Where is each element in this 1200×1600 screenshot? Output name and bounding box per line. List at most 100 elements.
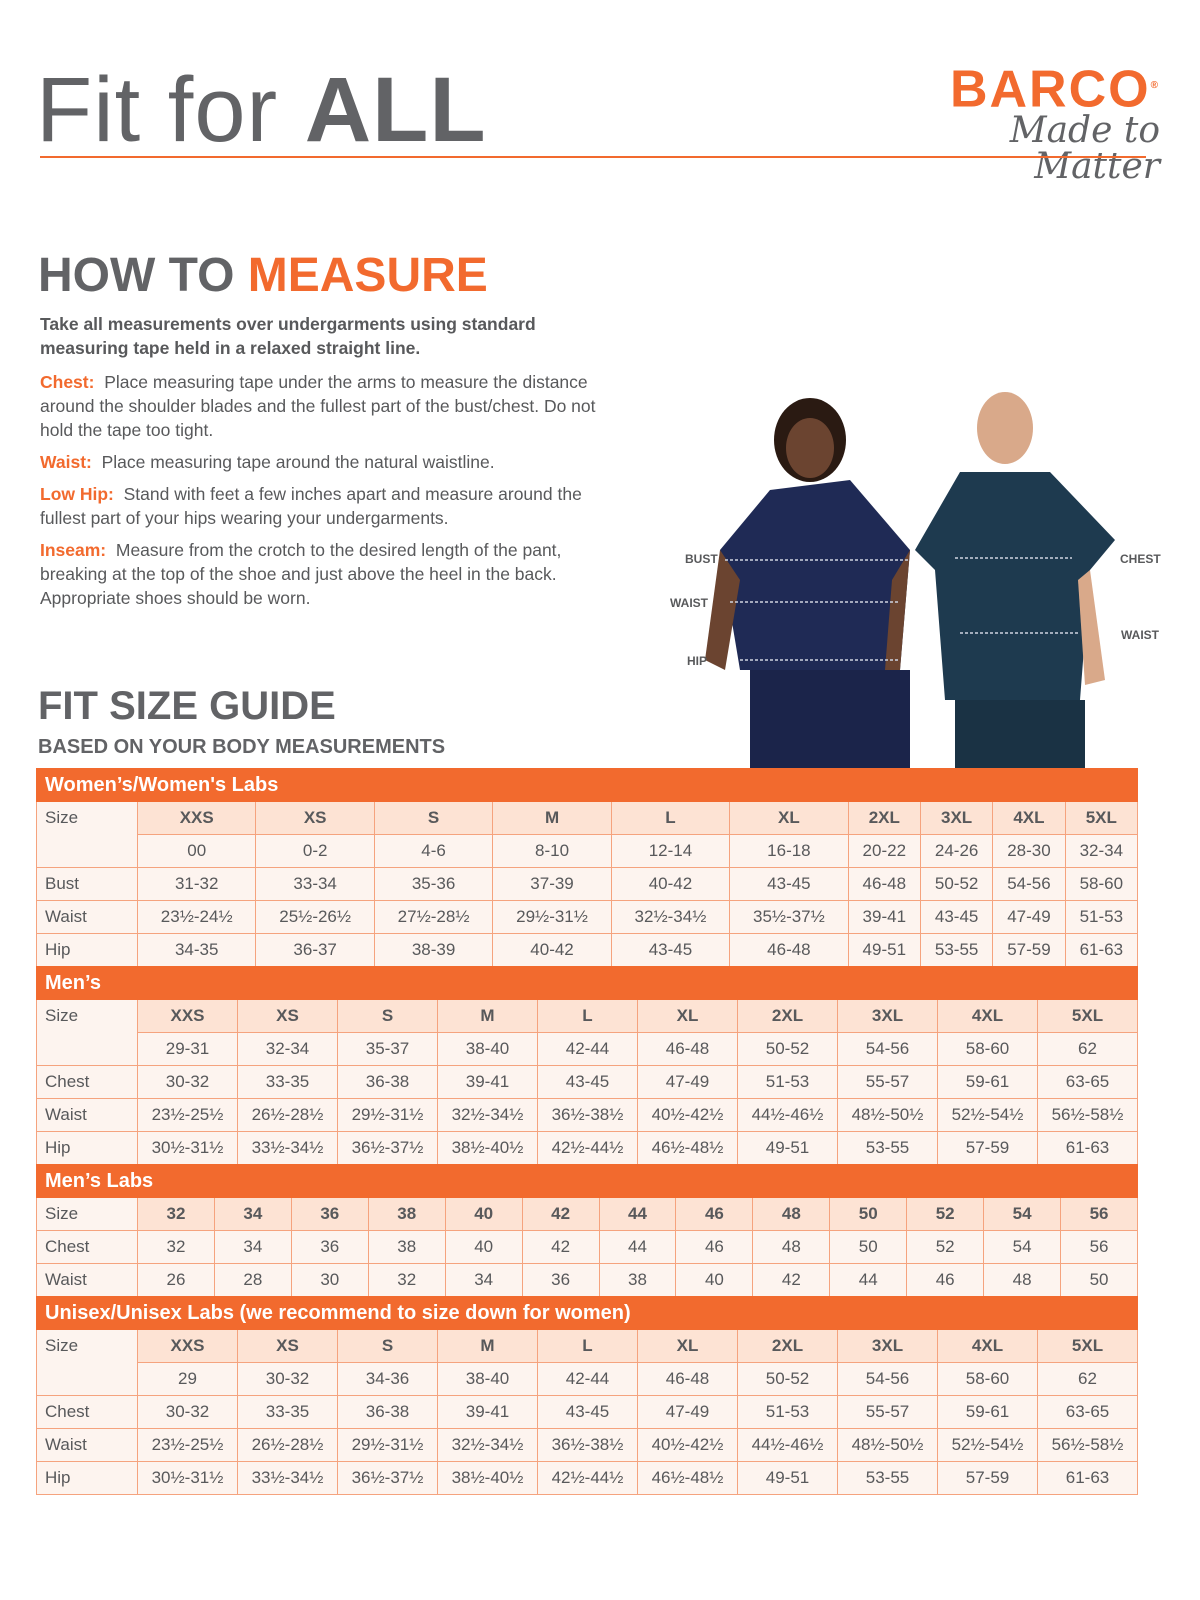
- numeric-size-cell: 8-10: [492, 834, 612, 868]
- value-cell: 38-39: [373, 933, 494, 967]
- value-cell: 50-52: [919, 867, 994, 901]
- row-label: Chest: [36, 1230, 138, 1264]
- value-cell: 43-45: [610, 933, 731, 967]
- value-cell: 32½-34½: [610, 900, 731, 934]
- value-cell: 36½-38½: [537, 1428, 638, 1462]
- value-cell: 32: [367, 1263, 446, 1297]
- value-cell: 49-51: [737, 1131, 838, 1165]
- text: Place measuring tape under the arms to m…: [40, 372, 596, 440]
- size-cell: 46: [675, 1197, 754, 1231]
- value-cell: 57-59: [937, 1131, 1038, 1165]
- table-row: Chest 30-32 33-35 36-38 39-41 43-45 47-49 51-53…: [36, 1395, 1138, 1429]
- value-cell: 48: [983, 1263, 1062, 1297]
- page-title: Fit for ALL: [36, 58, 487, 163]
- row-label: Hip: [36, 933, 138, 967]
- table-title-row: Unisex/Unisex Labs (we recommend to size…: [36, 1296, 1138, 1330]
- table-row: Hip 34-35 36-37 38-39 40-42 43-45 46-48 49-51 53…: [36, 933, 1139, 967]
- value-cell: 26: [137, 1263, 215, 1297]
- value-cell: 46: [906, 1263, 985, 1297]
- numeric-size-cell: 42-44: [537, 1362, 638, 1396]
- value-cell: 23½-25½: [137, 1428, 238, 1462]
- size-cell: 4XL: [992, 801, 1066, 835]
- table-row: Hip 30½-31½ 33½-34½ 36½-37½ 38½-40½ 42½-44½ 46…: [36, 1131, 1138, 1165]
- value-cell: 48½-50½: [837, 1428, 938, 1462]
- value-cell: 50: [829, 1230, 908, 1264]
- value-cell: 39-41: [847, 900, 921, 934]
- row-label: Bust: [36, 867, 138, 901]
- value-cell: 40-42: [610, 867, 731, 901]
- value-cell: 30½-31½: [137, 1461, 238, 1495]
- value-cell: 53-55: [919, 933, 994, 967]
- value-cell: 59-61: [937, 1065, 1038, 1099]
- value-cell: 29½-31½: [337, 1098, 438, 1132]
- size-cell: M: [492, 801, 612, 835]
- value-cell: 44½-46½: [737, 1428, 838, 1462]
- numeric-size-cell: 54-56: [837, 1362, 938, 1396]
- numeric-size-cell: 50-52: [737, 1362, 838, 1396]
- size-cell: XS: [255, 801, 375, 835]
- value-cell: 58-60: [1064, 867, 1139, 901]
- title-bold: ALL: [304, 59, 487, 161]
- value-cell: 55-57: [837, 1065, 938, 1099]
- label: Chest:: [40, 372, 95, 392]
- size-row: Size XXS XS S M L XL 2XL 3XL 4XL 5XL: [36, 999, 1138, 1066]
- size-cell: 32: [137, 1197, 215, 1231]
- value-cell: 46½-48½: [637, 1131, 738, 1165]
- value-cell: 50: [1060, 1263, 1138, 1297]
- value-cell: 38: [367, 1230, 446, 1264]
- value-cell: 54-56: [992, 867, 1066, 901]
- value-cell: 29½-31½: [337, 1428, 438, 1462]
- numeric-size-cell: 34-36: [337, 1362, 438, 1396]
- size-cell: 2XL: [737, 999, 838, 1033]
- measure-low-hip: Low Hip: Stand with feet a few inches ap…: [40, 482, 610, 530]
- value-cell: 33½-34½: [237, 1461, 338, 1495]
- measure-intro: Take all measurements over undergarments…: [40, 314, 536, 358]
- value-cell: 47-49: [637, 1065, 738, 1099]
- size-cell: XL: [729, 801, 849, 835]
- size-cell: 44: [598, 1197, 677, 1231]
- size-row: Size XXS XS S M L XL 2XL 3XL 4XL 5XL: [36, 1329, 1138, 1396]
- numeric-size-row: 29 30-32 34-36 38-40 42-44 46-48 50-52 54-56 58-…: [37, 1362, 1138, 1396]
- fit-size-guide-heading: FIT SIZE GUIDE: [38, 684, 336, 728]
- heading-part: HOW TO: [38, 249, 248, 302]
- size-cell: 5XL: [1064, 801, 1139, 835]
- size-cell: 50: [829, 1197, 908, 1231]
- numeric-size-cell: 46-48: [637, 1362, 738, 1396]
- value-cell: 47-49: [637, 1395, 738, 1429]
- hip-label: HIP: [687, 654, 708, 668]
- barco-logo: BARCO® Made to Matter: [940, 58, 1160, 185]
- value-cell: 36-38: [337, 1395, 438, 1429]
- size-cell: L: [537, 1329, 638, 1363]
- value-cell: 23½-25½: [137, 1098, 238, 1132]
- value-cell: 56½-58½: [1037, 1098, 1138, 1132]
- size-cell: 48: [752, 1197, 831, 1231]
- value-cell: 46-48: [729, 933, 849, 967]
- value-cell: 39-41: [437, 1065, 538, 1099]
- table-title: Men’s: [36, 966, 1138, 1000]
- table-row: Waist 26 28 30 32 34 36 38 40 42 44 46 48 50: [36, 1263, 1138, 1297]
- row-label: Chest: [36, 1395, 138, 1429]
- value-cell: 42½-44½: [537, 1461, 638, 1495]
- row-label: Waist: [36, 1263, 138, 1297]
- chest-label: CHEST: [1120, 552, 1161, 566]
- size-cell: XXS: [136, 801, 257, 835]
- value-cell: 36½-37½: [337, 1131, 438, 1165]
- value-cell: 36-37: [255, 933, 375, 967]
- table-title: Men’s Labs: [36, 1164, 1138, 1198]
- size-cell: L: [537, 999, 638, 1033]
- size-cell: S: [337, 1329, 438, 1363]
- numeric-size-cell: 46-48: [637, 1032, 738, 1066]
- size-cell: S: [373, 801, 494, 835]
- size-cell: 36: [290, 1197, 369, 1231]
- value-cell: 34: [444, 1263, 523, 1297]
- numeric-size-cell: 38-40: [437, 1032, 538, 1066]
- value-cell: 38½-40½: [437, 1131, 538, 1165]
- size-cell: 3XL: [837, 999, 938, 1033]
- numeric-size-cell: 58-60: [937, 1032, 1038, 1066]
- size-cell: XS: [237, 999, 338, 1033]
- value-cell: 43-45: [537, 1065, 638, 1099]
- value-cell: 33-35: [237, 1065, 338, 1099]
- value-cell: 35½-37½: [729, 900, 849, 934]
- value-cell: 54: [983, 1230, 1062, 1264]
- value-cell: 29½-31½: [492, 900, 612, 934]
